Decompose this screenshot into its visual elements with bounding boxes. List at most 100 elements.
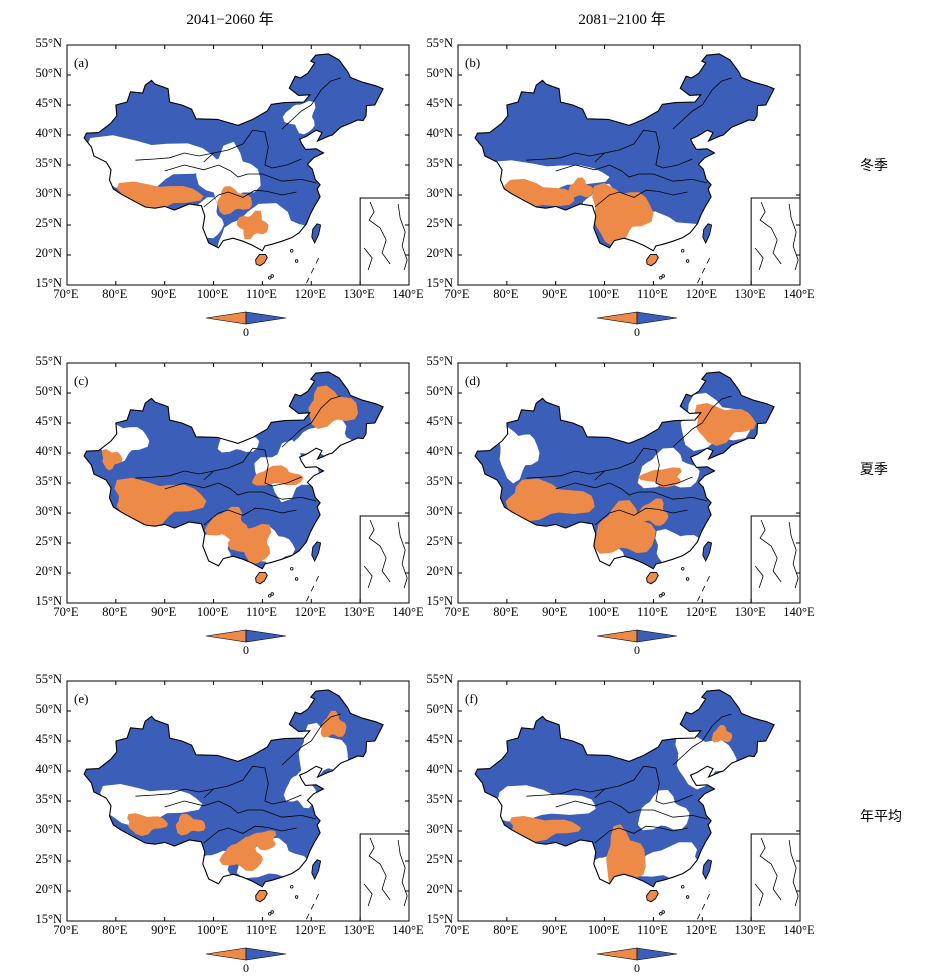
basin-boundary-line bbox=[672, 395, 732, 448]
colorbar bbox=[205, 947, 287, 961]
y-tick-label: 30°N bbox=[35, 186, 62, 200]
basin-boundary-line bbox=[281, 77, 341, 130]
china-map-svg bbox=[457, 44, 801, 286]
inset-coastline bbox=[759, 201, 782, 265]
y-tick-label: 15°N bbox=[35, 912, 62, 926]
x-tick-label: 120°E bbox=[685, 605, 717, 619]
taiwan-island bbox=[311, 223, 322, 245]
y-tick-label: 15°N bbox=[35, 276, 62, 290]
y-tick-label: 55°N bbox=[35, 354, 62, 368]
basin-boundary-line bbox=[672, 713, 732, 766]
negative-region bbox=[505, 478, 595, 522]
y-tick-label: 55°N bbox=[35, 36, 62, 50]
taiwan-island bbox=[702, 223, 713, 245]
panel-label: (a) bbox=[74, 55, 89, 70]
x-tick-label: 120°E bbox=[685, 287, 717, 301]
column-title-2041-2060: 2041−2060 年 bbox=[186, 12, 274, 28]
inset-coastline bbox=[754, 565, 764, 589]
colorbar bbox=[596, 947, 678, 961]
nine-dash-line bbox=[306, 575, 319, 602]
x-tick-label: 100°E bbox=[587, 605, 620, 619]
basin-boundary-line bbox=[594, 129, 693, 169]
negative-region bbox=[592, 183, 654, 248]
insignificant-region bbox=[282, 101, 316, 135]
y-tick-label: 20°N bbox=[426, 564, 453, 578]
colorbar bbox=[596, 311, 678, 325]
colorbar-negative bbox=[596, 947, 638, 961]
basin-boundary-line bbox=[135, 152, 214, 161]
y-tick-label: 45°N bbox=[35, 96, 62, 110]
y-tick-label: 25°N bbox=[35, 852, 62, 866]
x-tick-label: 110°E bbox=[636, 287, 668, 301]
inset-coastline bbox=[788, 521, 799, 589]
x-tick-label: 80°E bbox=[102, 287, 128, 301]
x-tick-label: 80°E bbox=[102, 923, 128, 937]
nine-dash-line bbox=[306, 893, 319, 920]
x-tick-label: 90°E bbox=[151, 923, 177, 937]
y-tick-label: 30°N bbox=[35, 822, 62, 836]
island-dot bbox=[681, 567, 685, 571]
basin-boundary-line bbox=[555, 164, 708, 184]
y-tick-label: 40°N bbox=[35, 126, 62, 140]
x-tick-label: 130°E bbox=[734, 287, 766, 301]
y-tick-label: 20°N bbox=[35, 246, 62, 260]
map-panel-f: (f) 55°N 50°N 45°N 40°N 35°N 30°N 25°N 20°N 15°N 7… bbox=[407, 672, 817, 975]
inset-coastline bbox=[363, 247, 373, 271]
x-tick-label: 140°E bbox=[783, 923, 815, 937]
panel-label: (e) bbox=[74, 691, 89, 706]
island-dot bbox=[294, 259, 299, 263]
china-border bbox=[474, 689, 775, 888]
colorbar-positive bbox=[636, 629, 678, 643]
colorbar bbox=[596, 629, 678, 643]
row-title-summer: 夏季 bbox=[860, 463, 888, 478]
y-tick-label: 45°N bbox=[426, 96, 453, 110]
y-tick-label: 25°N bbox=[426, 852, 453, 866]
island-dot bbox=[681, 885, 685, 889]
colorbar-positive bbox=[245, 629, 287, 643]
map-panel-d: (d) 55°N 50°N 45°N 40°N 35°N 30°N 25°N 20°N 15°N 7… bbox=[407, 354, 817, 657]
negative-region bbox=[219, 836, 263, 871]
basin-boundary-line bbox=[594, 189, 688, 208]
negative-region bbox=[308, 385, 358, 429]
china-map-svg bbox=[457, 362, 801, 604]
y-tick-label: 15°N bbox=[35, 594, 62, 608]
basin-boundary-line bbox=[203, 447, 302, 487]
island-dot bbox=[661, 910, 665, 914]
island-dot bbox=[270, 910, 274, 914]
map-panel-c: (c) 55°N 50°N 45°N 40°N 35°N 30°N 25°N 20°N 15°N 7… bbox=[16, 354, 426, 657]
y-tick-label: 30°N bbox=[426, 504, 453, 518]
y-tick-label: 25°N bbox=[35, 216, 62, 230]
basin-boundary-line bbox=[164, 800, 317, 820]
negative-region bbox=[102, 449, 123, 471]
inset-coastline bbox=[368, 519, 391, 583]
island-dot bbox=[294, 895, 299, 899]
china-map-svg bbox=[66, 362, 410, 604]
basin-boundary-line bbox=[281, 395, 341, 448]
negative-region bbox=[694, 403, 757, 446]
x-tick-label: 90°E bbox=[151, 287, 177, 301]
inset-coastline bbox=[759, 519, 782, 583]
china-border bbox=[83, 689, 384, 888]
y-tick-label: 55°N bbox=[426, 354, 453, 368]
island-dot bbox=[659, 276, 663, 280]
inset-coastline bbox=[363, 883, 373, 907]
colorbar-positive bbox=[636, 947, 678, 961]
hainan-island bbox=[255, 253, 268, 267]
y-tick-label: 15°N bbox=[426, 912, 453, 926]
basin-boundary-line bbox=[203, 189, 297, 208]
island-dot bbox=[659, 912, 663, 916]
hainan-island bbox=[646, 571, 659, 585]
island-dot bbox=[685, 895, 690, 899]
y-tick-label: 50°N bbox=[35, 66, 62, 80]
inset-coastline bbox=[368, 201, 391, 265]
x-tick-label: 130°E bbox=[734, 605, 766, 619]
china-border bbox=[83, 53, 384, 252]
insignificant-region bbox=[637, 789, 690, 831]
column-title-2081-2100: 2081−2100 年 bbox=[578, 12, 666, 28]
basin-boundary-line bbox=[164, 482, 317, 502]
island-dot bbox=[290, 249, 294, 253]
south-china-sea-inset bbox=[359, 515, 410, 604]
x-tick-label: 120°E bbox=[294, 287, 326, 301]
x-tick-label: 140°E bbox=[783, 287, 815, 301]
x-tick-label: 70°E bbox=[444, 605, 470, 619]
